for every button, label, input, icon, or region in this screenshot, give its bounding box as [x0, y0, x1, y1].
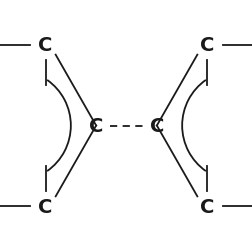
Text: C: C [200, 197, 214, 216]
Text: C: C [200, 36, 214, 55]
Text: C: C [38, 197, 52, 216]
Text: C: C [89, 116, 103, 136]
Text: C: C [38, 36, 52, 55]
Text: C: C [149, 116, 163, 136]
